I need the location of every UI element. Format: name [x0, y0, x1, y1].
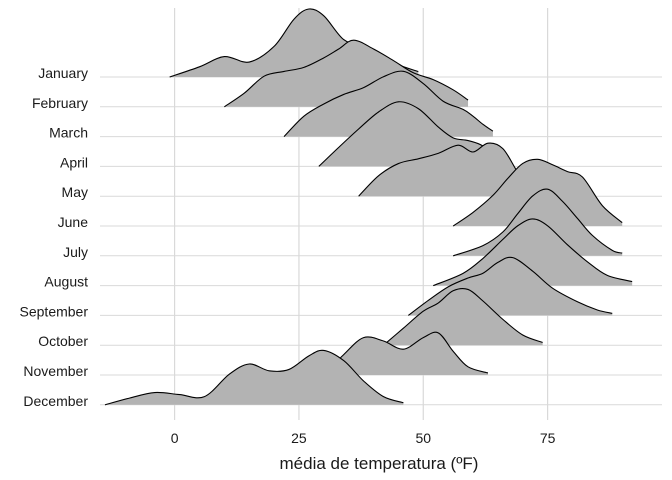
- y-tick-label: February: [32, 95, 88, 111]
- x-axis-title: média de temperatura (ºF): [280, 454, 479, 473]
- y-tick-label: December: [23, 393, 88, 409]
- ridge-outline: [408, 256, 613, 316]
- y-tick-label: May: [62, 184, 88, 200]
- ridge-fill: [358, 143, 533, 197]
- ridge-outline: [358, 142, 534, 197]
- ridge-outline: [452, 158, 623, 227]
- ridge-may: [358, 142, 534, 197]
- ridge-fill: [383, 288, 543, 346]
- y-tick-label: April: [60, 154, 88, 170]
- y-tick-label: January: [38, 65, 88, 81]
- ridge-outline: [383, 287, 543, 346]
- x-tick-label: 25: [291, 430, 307, 446]
- y-tick-label: September: [20, 303, 89, 319]
- y-tick-label: June: [58, 214, 89, 230]
- ridge-outline: [283, 70, 494, 137]
- y-tick-label: October: [38, 333, 88, 349]
- x-tick-label: 0: [171, 430, 179, 446]
- x-tick-label: 75: [540, 430, 556, 446]
- ridge-march: [283, 70, 494, 137]
- ridge-outline: [318, 101, 499, 167]
- ridge-outline: [104, 349, 404, 406]
- ridge-november: [323, 331, 489, 376]
- ridge-outline: [224, 39, 469, 108]
- ridge-fill: [104, 350, 404, 405]
- label-layer: January February March April May June July Augu…: [20, 65, 556, 446]
- x-tick-label: 50: [415, 430, 431, 446]
- ridge-outline: [323, 331, 489, 376]
- ridge-fill: [433, 218, 633, 286]
- ridge-outline: [433, 218, 633, 287]
- ridge-fill: [284, 71, 493, 137]
- ridge-august: [433, 218, 633, 287]
- ridge-october: [383, 287, 543, 346]
- y-tick-label: August: [44, 274, 88, 290]
- y-tick-label: July: [63, 244, 88, 260]
- y-tick-label: March: [49, 125, 88, 141]
- ridge-outline: [452, 188, 623, 257]
- ridge-layer: [104, 8, 633, 406]
- y-tick-label: November: [23, 363, 88, 379]
- ridge-december: [104, 349, 404, 406]
